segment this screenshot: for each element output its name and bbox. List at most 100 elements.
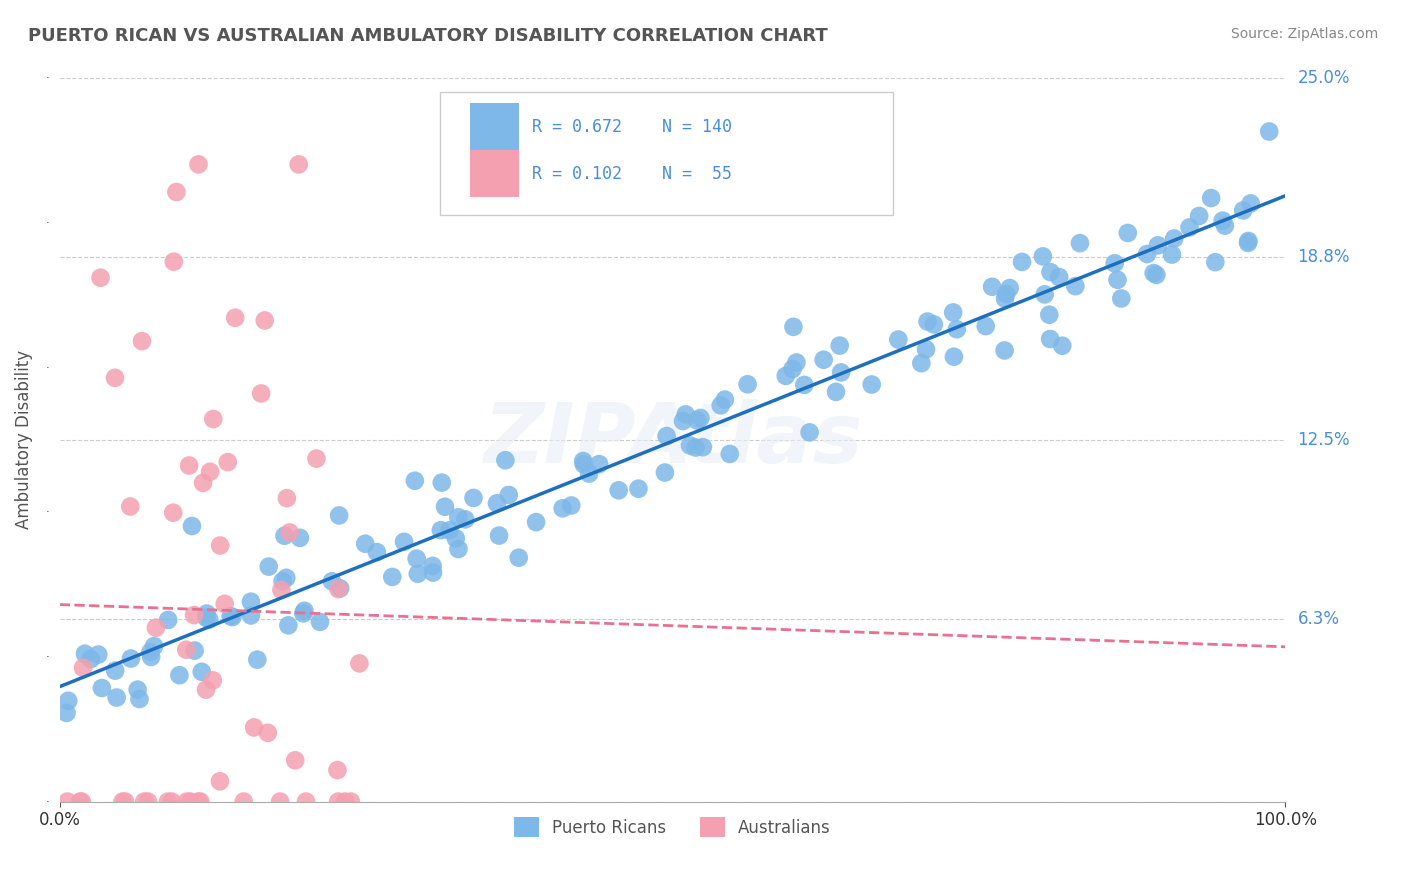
Point [710, 398, 733, 412]
Point [785, 355, 807, 369]
Point [190, 795, 212, 809]
Point [1204, 255, 1226, 269]
Point [825, 384, 848, 399]
Point [305, 451, 328, 466]
Point [1011, 255, 1033, 269]
Point [195, 607, 218, 621]
Point [294, 604, 316, 618]
Point [329, 582, 352, 596]
Point [72, 661, 94, 675]
FancyBboxPatch shape [470, 150, 519, 197]
Point [405, 551, 427, 566]
Point [692, 440, 714, 454]
Point [114, 795, 136, 809]
Point [69, 795, 91, 809]
Point [1104, 256, 1126, 270]
Point [447, 510, 470, 524]
Point [276, 571, 298, 585]
Point [198, 613, 221, 627]
Point [860, 377, 883, 392]
Point [994, 292, 1017, 306]
Point [195, 682, 218, 697]
Point [104, 664, 127, 678]
Point [156, 795, 179, 809]
Text: PUERTO RICAN VS AUSTRALIAN AMBULATORY DISABILITY CORRELATION CHART: PUERTO RICAN VS AUSTRALIAN AMBULATORY DI… [28, 27, 828, 45]
Point [782, 362, 804, 376]
Point [309, 615, 332, 629]
Point [994, 343, 1017, 358]
Text: ZIPAtlas: ZIPAtlas [482, 399, 862, 480]
Point [679, 438, 702, 452]
Point [654, 466, 676, 480]
Point [498, 488, 520, 502]
Point [1032, 249, 1054, 263]
Point [243, 721, 266, 735]
Text: 6.3%: 6.3% [1298, 610, 1340, 628]
Point [942, 305, 965, 319]
Point [87, 648, 110, 662]
Point [1038, 308, 1060, 322]
Point [1052, 339, 1074, 353]
Point [55, 706, 77, 720]
Point [404, 474, 426, 488]
Point [163, 254, 186, 268]
Point [333, 795, 356, 809]
Point [1237, 234, 1260, 248]
Point [292, 607, 315, 621]
Point [120, 500, 142, 514]
Point [793, 378, 815, 392]
Point [430, 523, 453, 537]
Point [1039, 332, 1062, 346]
Point [239, 595, 262, 609]
Point [1199, 191, 1222, 205]
Point [998, 281, 1021, 295]
Point [1232, 203, 1254, 218]
Point [120, 651, 142, 665]
Point [915, 343, 938, 357]
Point [181, 519, 204, 533]
Point [162, 506, 184, 520]
Point [430, 475, 453, 490]
Point [942, 350, 965, 364]
Point [981, 279, 1004, 293]
Point [111, 795, 134, 809]
Point [139, 645, 162, 659]
Point [1212, 213, 1234, 227]
Point [718, 447, 741, 461]
Point [447, 542, 470, 557]
Point [276, 491, 298, 506]
Point [828, 338, 851, 352]
Point [1136, 247, 1159, 261]
Point [160, 795, 183, 809]
Point [328, 582, 350, 596]
Point [284, 753, 307, 767]
Point [737, 377, 759, 392]
Point [179, 795, 201, 809]
Point [209, 539, 232, 553]
Point [775, 368, 797, 383]
Point [551, 501, 574, 516]
Point [366, 545, 388, 559]
Point [328, 795, 350, 809]
Point [239, 608, 262, 623]
Point [572, 454, 595, 468]
Point [257, 559, 280, 574]
Text: Source: ZipAtlas.com: Source: ZipAtlas.com [1230, 27, 1378, 41]
Point [271, 574, 294, 589]
Point [422, 566, 444, 580]
Text: R = 0.672    N = 140: R = 0.672 N = 140 [531, 118, 731, 136]
Point [278, 525, 301, 540]
Point [202, 412, 225, 426]
Point [887, 333, 910, 347]
Point [1213, 219, 1236, 233]
Point [494, 453, 516, 467]
Point [488, 528, 510, 542]
Point [183, 608, 205, 623]
Point [830, 365, 852, 379]
Point [974, 319, 997, 334]
FancyBboxPatch shape [440, 92, 893, 215]
Point [1064, 279, 1087, 293]
Text: 12.5%: 12.5% [1298, 431, 1350, 449]
Legend: Puerto Ricans, Australians: Puerto Ricans, Australians [508, 810, 838, 844]
Point [1142, 266, 1164, 280]
